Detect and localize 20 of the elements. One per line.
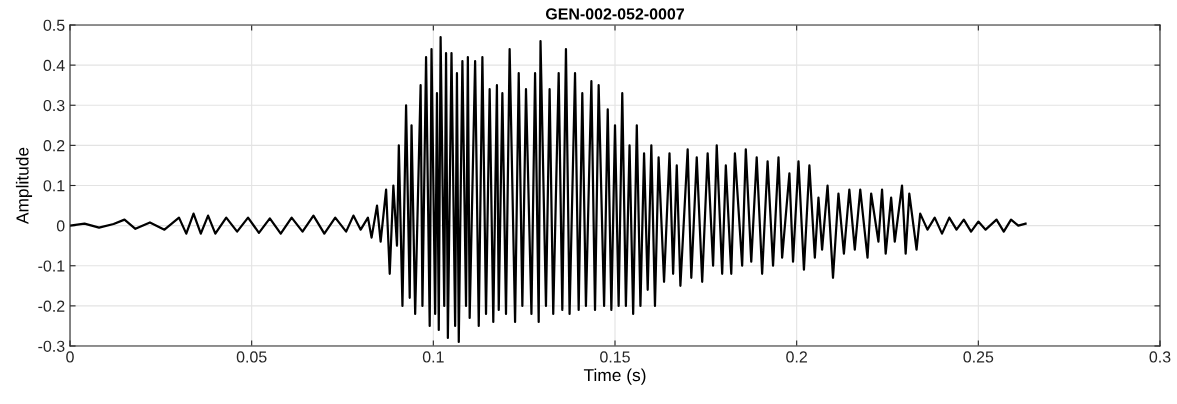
x-axis-title: Time (s) xyxy=(583,368,646,385)
y-tick-label: -0.2 xyxy=(38,300,65,312)
x-tick-label: 0.2 xyxy=(786,351,807,363)
x-tick-label: 0 xyxy=(66,351,74,363)
x-tick-label: 0.25 xyxy=(963,351,994,363)
x-tick-label: 0.05 xyxy=(236,351,267,363)
y-tick-label: 0 xyxy=(56,220,65,232)
y-tick-label: 0.4 xyxy=(43,59,65,72)
y-tick-label: 0.5 xyxy=(43,19,65,31)
x-tick-label: 0.1 xyxy=(422,351,444,363)
x-tick-label: 0.3 xyxy=(1149,351,1171,363)
y-tick-label: 0.1 xyxy=(43,180,65,192)
chart-title: GEN-002-052-0007 xyxy=(545,8,684,20)
line-series xyxy=(70,35,1027,344)
y-tick-label: -0.1 xyxy=(38,260,65,272)
x-tick-label: 0.15 xyxy=(600,351,630,363)
y-tick-label: 0.2 xyxy=(43,140,65,152)
y-tick-label: 0.3 xyxy=(43,99,65,112)
y-axis-title: Amplitude xyxy=(15,147,33,225)
y-tick-label: -0.3 xyxy=(38,340,65,352)
